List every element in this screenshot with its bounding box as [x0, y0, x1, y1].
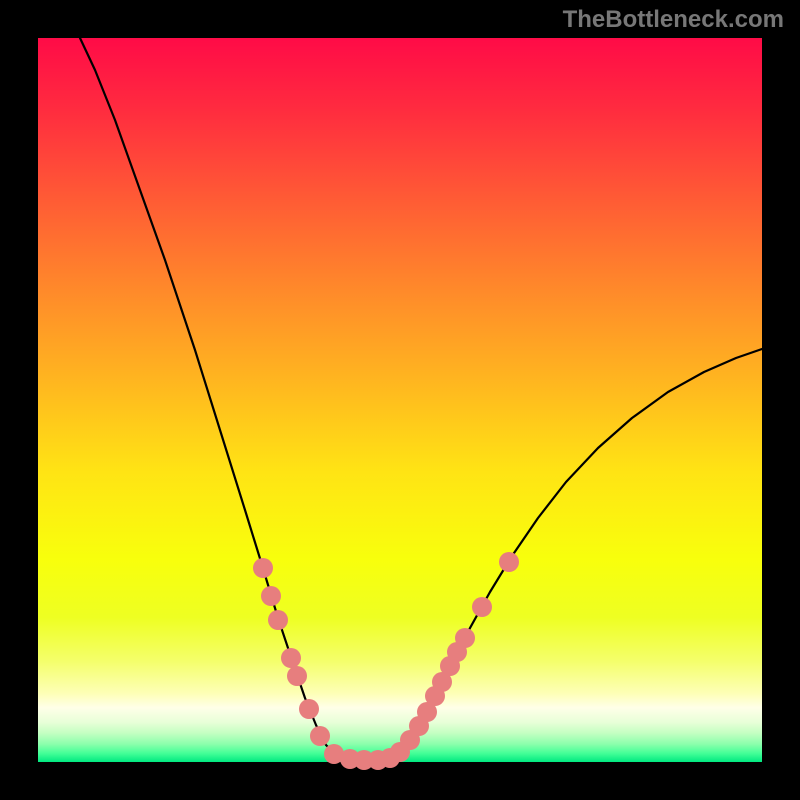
data-marker	[455, 628, 475, 648]
data-marker	[281, 648, 301, 668]
data-marker	[299, 699, 319, 719]
chart-root: TheBottleneck.com	[0, 0, 800, 800]
data-marker	[472, 597, 492, 617]
plot-area	[38, 38, 762, 762]
data-marker	[261, 586, 281, 606]
data-marker	[499, 552, 519, 572]
data-marker	[253, 558, 273, 578]
data-marker	[310, 726, 330, 746]
data-marker	[287, 666, 307, 686]
chart-svg	[0, 0, 800, 800]
watermark-text: TheBottleneck.com	[563, 6, 784, 34]
data-marker	[268, 610, 288, 630]
